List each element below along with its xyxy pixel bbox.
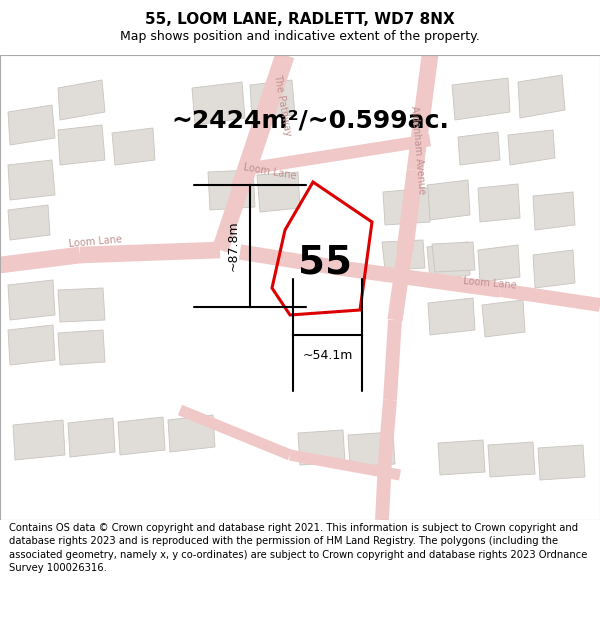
Polygon shape xyxy=(8,325,55,365)
Polygon shape xyxy=(427,242,470,280)
Polygon shape xyxy=(427,180,470,220)
Polygon shape xyxy=(428,298,475,335)
Polygon shape xyxy=(250,80,295,120)
Polygon shape xyxy=(383,188,430,225)
Polygon shape xyxy=(482,300,525,337)
Text: The Pathway: The Pathway xyxy=(272,73,292,137)
Polygon shape xyxy=(192,82,245,125)
Text: ~54.1m: ~54.1m xyxy=(302,349,353,362)
Text: 55: 55 xyxy=(298,244,352,282)
Polygon shape xyxy=(58,80,105,120)
Polygon shape xyxy=(518,75,565,118)
Polygon shape xyxy=(257,172,300,212)
Polygon shape xyxy=(68,418,115,457)
Polygon shape xyxy=(8,105,55,145)
Polygon shape xyxy=(58,288,105,322)
Polygon shape xyxy=(533,192,575,230)
Polygon shape xyxy=(488,442,535,477)
Text: 55, LOOM LANE, RADLETT, WD7 8NX: 55, LOOM LANE, RADLETT, WD7 8NX xyxy=(145,12,455,27)
Text: Loom Lane: Loom Lane xyxy=(463,276,517,290)
Polygon shape xyxy=(533,250,575,288)
Polygon shape xyxy=(538,445,585,480)
Text: Contains OS data © Crown copyright and database right 2021. This information is : Contains OS data © Crown copyright and d… xyxy=(9,523,587,572)
Polygon shape xyxy=(298,430,345,465)
Text: Map shows position and indicative extent of the property.: Map shows position and indicative extent… xyxy=(120,30,480,43)
Polygon shape xyxy=(348,432,395,467)
Bar xyxy=(0,55,600,520)
Polygon shape xyxy=(58,125,105,165)
Polygon shape xyxy=(438,440,485,475)
Text: Aldenham Avenue: Aldenham Avenue xyxy=(409,105,427,195)
Polygon shape xyxy=(432,242,475,272)
Polygon shape xyxy=(508,130,555,165)
Polygon shape xyxy=(478,245,520,282)
Text: ~87.8m: ~87.8m xyxy=(227,221,240,271)
Polygon shape xyxy=(208,170,255,210)
Text: Loom Lane: Loom Lane xyxy=(243,162,297,182)
Polygon shape xyxy=(382,240,425,270)
Polygon shape xyxy=(112,128,155,165)
Polygon shape xyxy=(118,417,165,455)
Polygon shape xyxy=(8,160,55,200)
Polygon shape xyxy=(168,415,215,452)
Text: Loom Lane: Loom Lane xyxy=(68,235,122,249)
Polygon shape xyxy=(58,330,105,365)
Polygon shape xyxy=(8,205,50,240)
Text: ~2424m²/~0.599ac.: ~2424m²/~0.599ac. xyxy=(171,108,449,132)
Polygon shape xyxy=(13,420,65,460)
Polygon shape xyxy=(8,280,55,320)
Polygon shape xyxy=(458,132,500,165)
Polygon shape xyxy=(452,78,510,120)
Polygon shape xyxy=(478,184,520,222)
